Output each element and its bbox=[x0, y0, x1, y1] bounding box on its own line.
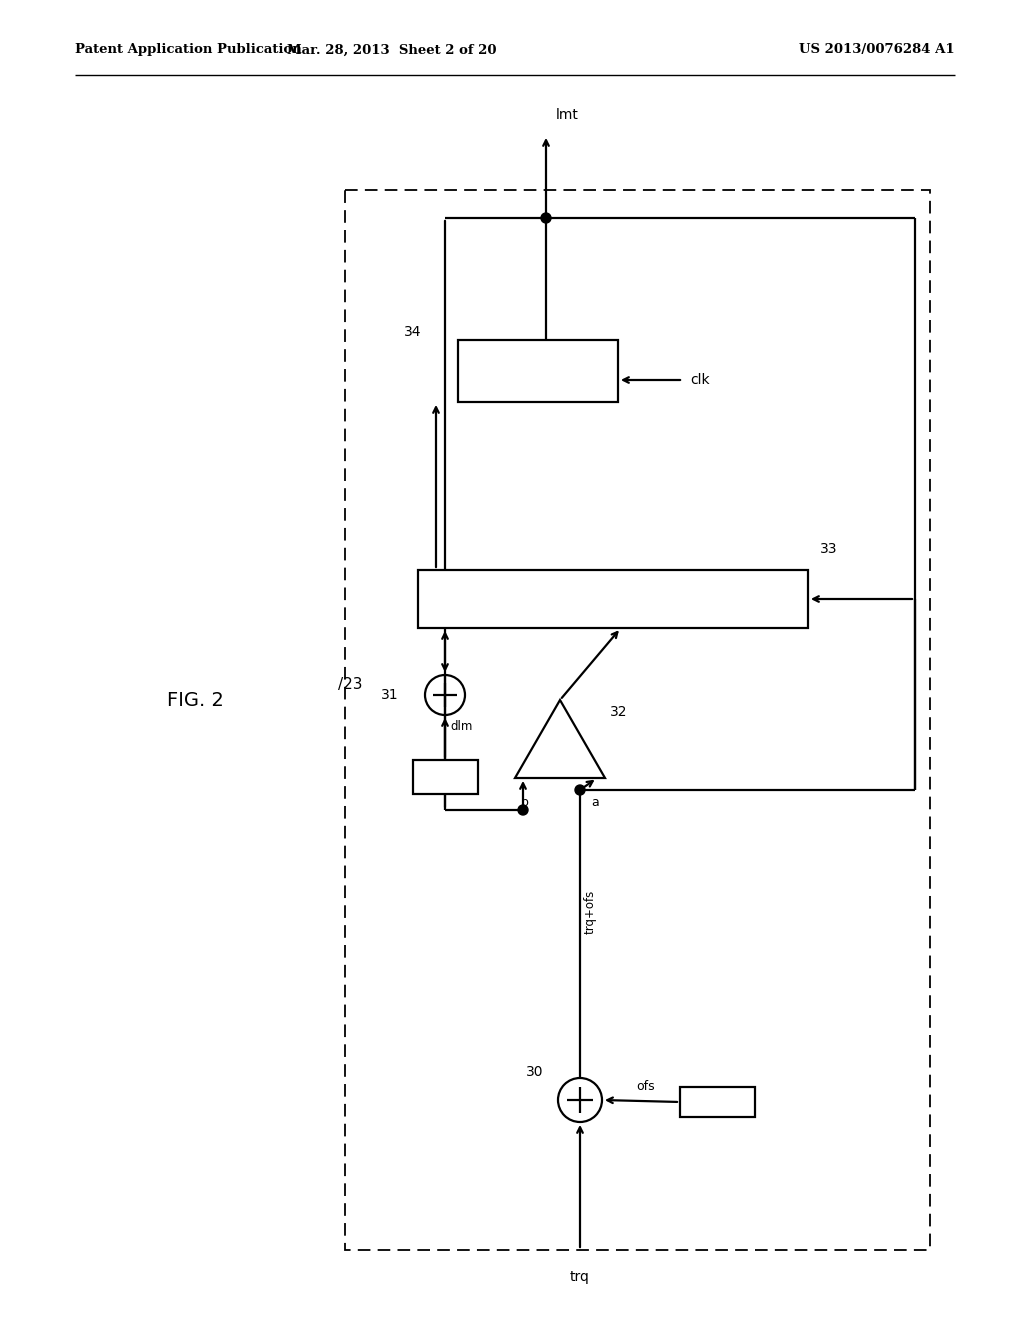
Text: A: A bbox=[788, 582, 798, 597]
Text: /23: /23 bbox=[338, 677, 362, 693]
Text: (lmt <trq+ofs): (lmt <trq+ofs) bbox=[449, 616, 524, 626]
Circle shape bbox=[541, 213, 551, 223]
Text: 33: 33 bbox=[820, 543, 838, 556]
Text: 31: 31 bbox=[381, 688, 398, 702]
Text: lmt: lmt bbox=[556, 108, 579, 121]
Bar bbox=[458, 341, 618, 403]
Text: —: — bbox=[472, 374, 484, 387]
Text: Patent Application Publication: Patent Application Publication bbox=[75, 44, 302, 57]
Text: S: S bbox=[616, 582, 626, 597]
Circle shape bbox=[518, 805, 528, 814]
Text: ofs: ofs bbox=[707, 1096, 727, 1109]
Text: Q: Q bbox=[541, 351, 552, 366]
Text: 34: 34 bbox=[404, 325, 422, 339]
Text: a: a bbox=[591, 796, 599, 809]
Text: 32: 32 bbox=[610, 705, 628, 719]
Bar bbox=[418, 570, 808, 628]
Text: trq: trq bbox=[570, 1270, 590, 1284]
Text: trq+ofs: trq+ofs bbox=[584, 890, 597, 935]
Bar bbox=[345, 190, 930, 1250]
Text: 30: 30 bbox=[526, 1065, 544, 1078]
Text: FIG. 2: FIG. 2 bbox=[167, 690, 223, 710]
Text: US 2013/0076284 A1: US 2013/0076284 A1 bbox=[800, 44, 955, 57]
Text: ofs: ofs bbox=[637, 1080, 655, 1093]
Text: b: b bbox=[521, 796, 529, 809]
Bar bbox=[680, 1086, 755, 1117]
Text: Mar. 28, 2013  Sheet 2 of 20: Mar. 28, 2013 Sheet 2 of 20 bbox=[288, 44, 497, 57]
Text: dlm: dlm bbox=[450, 721, 472, 734]
Circle shape bbox=[575, 785, 585, 795]
Text: D: D bbox=[472, 351, 482, 366]
Text: a<b: a<b bbox=[449, 605, 471, 614]
Text: B O: B O bbox=[436, 582, 461, 597]
Text: clk: clk bbox=[690, 374, 710, 387]
Text: A: A bbox=[791, 579, 800, 594]
Text: dlm: dlm bbox=[432, 770, 458, 784]
Bar bbox=[413, 760, 478, 795]
Text: CK: CK bbox=[546, 374, 565, 387]
